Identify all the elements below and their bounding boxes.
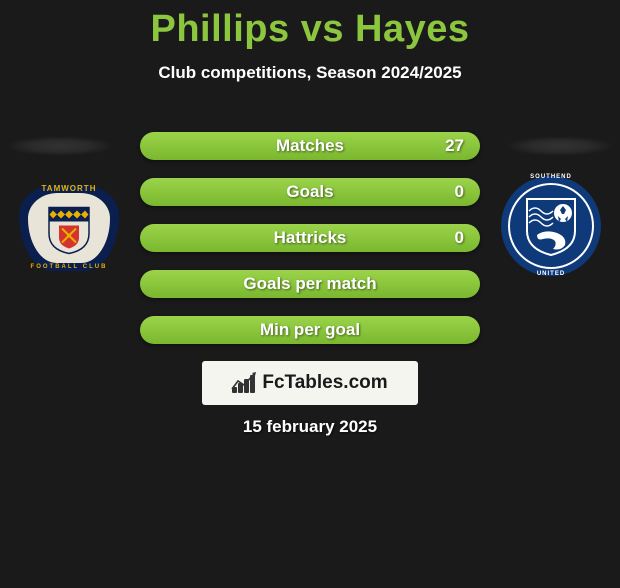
club-badge-left: TAMWORTH FOOTBALL CLUB	[19, 178, 119, 278]
stat-value: 0	[455, 228, 464, 248]
stat-label: Hattricks	[274, 228, 347, 248]
southend-text-bottom: UNITED	[501, 271, 601, 277]
tamworth-shield-icon	[47, 206, 91, 256]
stat-bars: Matches 27 Goals 0 Hattricks 0 Goals per…	[140, 132, 480, 362]
stat-bar-min-per-goal: Min per goal	[140, 316, 480, 344]
southend-inner	[508, 183, 594, 269]
southend-badge: SOUTHEND UNITED	[501, 176, 601, 276]
stat-label: Min per goal	[260, 320, 360, 340]
page-title: Phillips vs Hayes	[0, 8, 620, 51]
stat-value: 27	[445, 136, 464, 156]
stat-bar-matches: Matches 27	[140, 132, 480, 160]
stat-value: 0	[455, 182, 464, 202]
shadow-right	[506, 136, 614, 156]
club-badge-right: SOUTHEND UNITED	[501, 176, 601, 276]
stat-bar-goals-per-match: Goals per match	[140, 270, 480, 298]
stat-label: Goals per match	[243, 274, 376, 294]
shadow-left	[6, 136, 114, 156]
stat-label: Goals	[286, 182, 333, 202]
fctables-attribution[interactable]: FcTables.com	[202, 361, 418, 405]
bar-chart-icon	[232, 373, 256, 393]
tamworth-text-bottom: FOOTBALL CLUB	[19, 264, 119, 270]
tamworth-badge: TAMWORTH FOOTBALL CLUB	[19, 185, 119, 271]
tamworth-text-top: TAMWORTH	[19, 184, 119, 193]
fctables-label: FcTables.com	[262, 372, 387, 394]
tamworth-inner	[28, 193, 110, 263]
stat-bar-goals: Goals 0	[140, 178, 480, 206]
stat-bar-hattricks: Hattricks 0	[140, 224, 480, 252]
southend-text-top: SOUTHEND	[501, 174, 601, 180]
match-date: 15 february 2025	[0, 417, 620, 437]
subtitle: Club competitions, Season 2024/2025	[0, 63, 620, 83]
stat-label: Matches	[276, 136, 344, 156]
southend-shield-icon	[523, 195, 579, 257]
